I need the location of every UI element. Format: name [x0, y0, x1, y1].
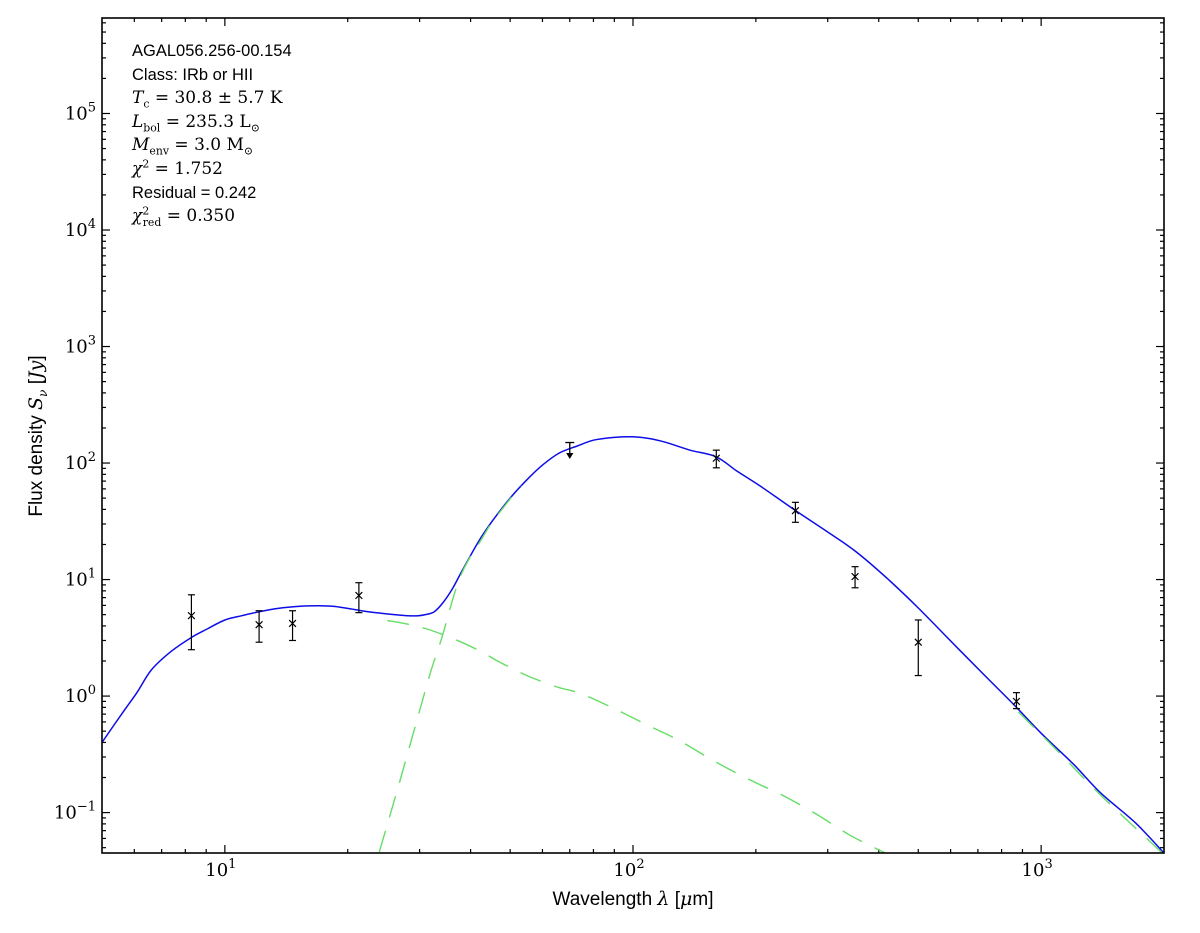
- text-segment: AGAL056.256-00.154: [132, 42, 292, 60]
- annotation-line-2: Class: IRb or HII: [132, 64, 292, 88]
- data-point: [914, 619, 923, 677]
- annotation-line-8: χ2red = 0.350: [132, 205, 292, 229]
- y-tick-label: 103: [65, 334, 96, 358]
- annotation-line-4: Lbol = 235.3 L⊙: [132, 111, 292, 135]
- y-tick-label: 102: [65, 450, 96, 474]
- x-tick-label: 102: [613, 857, 644, 881]
- text-segment: μ: [680, 888, 693, 910]
- data-point: [288, 610, 297, 642]
- data-point: [851, 566, 859, 589]
- text-segment: = 30.8 ± 5.7 K: [149, 88, 283, 109]
- x-tick-labels: 101 102 103: [205, 857, 1052, 881]
- y-axis-label: Flux density Sν [Jy]: [25, 236, 51, 636]
- text-segment: = 0.350: [161, 206, 236, 227]
- text-segment: [: [669, 889, 681, 910]
- data-point: [187, 594, 196, 651]
- data-point: [712, 449, 721, 469]
- total-fit-curve: [102, 435, 1164, 853]
- text-segment: env: [149, 144, 170, 158]
- text-segment: M: [132, 135, 150, 156]
- plot-border: [101, 17, 1165, 854]
- annotation-line-3: Tc = 30.8 ± 5.7 K: [132, 87, 292, 111]
- warm-component-curve: [387, 619, 886, 853]
- text-segment: Class: IRb or HII: [132, 65, 254, 84]
- data-point: [791, 501, 800, 523]
- cold-component-tail-curve: [1018, 711, 1164, 853]
- y-tick-label: 104: [65, 217, 96, 241]
- x-tick-label: 101: [205, 857, 236, 881]
- text-segment: χ: [132, 206, 143, 227]
- y-tick-label: 105: [65, 100, 96, 124]
- text-segment: ν: [35, 389, 50, 397]
- text-segment: λ: [657, 888, 670, 910]
- text-segment: Wavelength: [552, 889, 658, 910]
- text-segment: = 235.3 L: [160, 111, 251, 132]
- annotation-line-1: AGAL056.256-00.154: [132, 40, 292, 64]
- text-segment: 2: [142, 157, 150, 171]
- fit-annotation: AGAL056.256-00.154 Class: IRb or HII Tc = …: [132, 40, 292, 229]
- text-segment: c: [143, 97, 150, 111]
- text-segment: ⊙: [250, 121, 260, 135]
- x-tick-label: 103: [1022, 857, 1053, 881]
- y-tick-label: 101: [65, 567, 96, 591]
- text-segment: S: [25, 396, 47, 410]
- cold-component-rise-curve: [378, 485, 523, 853]
- text-segment: m]: [692, 889, 714, 910]
- annotation-line-6: χ2 = 1.752: [132, 158, 292, 182]
- y-tick-label: 100: [65, 683, 96, 707]
- text-segment: Jy: [25, 360, 47, 379]
- text-segment: L: [132, 111, 144, 132]
- y-tick-labels: 10−1 100 101 102 103 104 105: [54, 100, 96, 823]
- data-point: [355, 582, 363, 614]
- text-segment: ]: [26, 355, 47, 361]
- text-segment: ⊙: [243, 144, 254, 158]
- y-tick-label: 10−1: [54, 800, 96, 824]
- text-segment: χ: [132, 158, 143, 179]
- x-axis-label: Wavelength λ [μm]: [102, 888, 1164, 911]
- text-segment: = 1.752: [149, 158, 223, 179]
- text-segment: = 3.0 M: [169, 135, 244, 156]
- text-segment: Residual = 0.242: [132, 183, 257, 202]
- text-segment: Flux density: [26, 409, 47, 517]
- text-segment: red: [142, 216, 162, 230]
- data-point: [255, 610, 263, 643]
- text-segment: bol: [143, 121, 161, 135]
- text-segment: [: [26, 379, 47, 390]
- annotation-line-5: Menv = 3.0 M⊙: [132, 134, 292, 158]
- data-point: [1012, 692, 1021, 710]
- text-segment: T: [132, 88, 144, 109]
- upper-limit-arrow: [565, 441, 575, 459]
- model-curves: [102, 435, 1164, 853]
- text-segment: 2: [142, 204, 150, 218]
- photometry-points: [187, 441, 1021, 710]
- annotation-line-7: Residual = 0.242: [132, 182, 292, 206]
